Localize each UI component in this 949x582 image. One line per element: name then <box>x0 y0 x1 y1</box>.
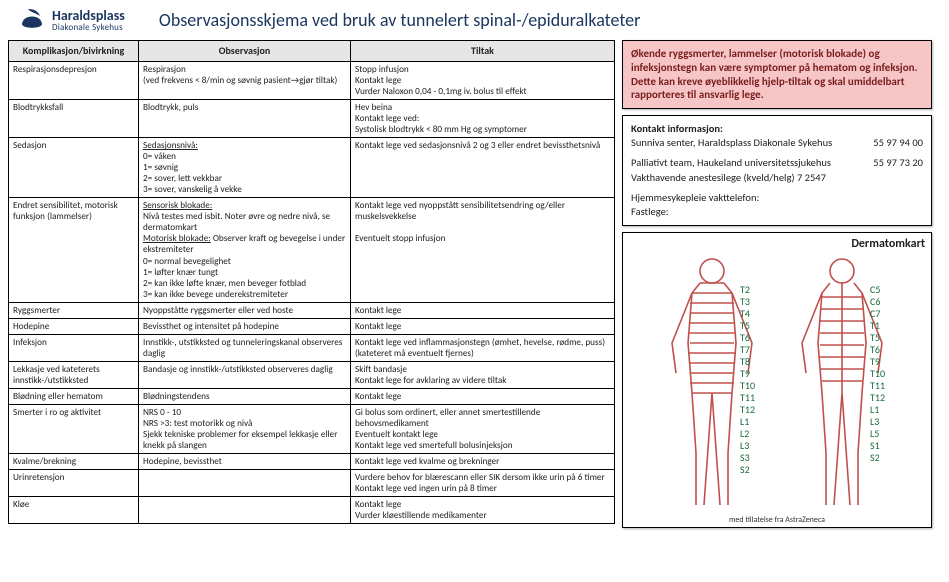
cell-action: Kontakt lege ved sedasjonsnivå 2 og 3 el… <box>351 138 615 198</box>
contact-line: Sunniva senter, Haraldsplass Diakonale S… <box>631 136 923 150</box>
cell-complication: Hodepine <box>9 318 139 334</box>
left-column: Komplikasjon/bivirkning Observasjon Tilt… <box>8 40 614 528</box>
dermatome-title: Dermatomkart <box>629 237 925 251</box>
cell-observation: Sensorisk blokade:Nivå testes med isbit.… <box>139 198 351 302</box>
body-front-icon: T2T3T4T5T6T7T8T9T10T11T12L1L2L3S3S2 <box>652 253 772 513</box>
logo: Haraldsplass Diakonale Sykehus <box>18 6 125 34</box>
cell-action: Vurdere behov for blærescann eller SIK d… <box>351 470 615 497</box>
svg-text:S2: S2 <box>870 451 880 464</box>
dermatome-credit: med tillatelse fra AstraZeneca <box>629 515 925 525</box>
body-back-icon: C5C6C7T1T5T6T9T10T11T12L1L3L5S1S2 <box>782 253 902 513</box>
cell-action: Kontakt lege ved kvalme og brekninger <box>351 453 615 469</box>
page-title: Observasjonsskjema ved bruk av tunnelert… <box>159 9 641 31</box>
content: Komplikasjon/bivirkning Observasjon Tilt… <box>8 40 941 528</box>
cell-action: Gi bolus som ordinert, eller annet smert… <box>351 404 615 453</box>
cell-complication: Endret sensibilitet, motorisk funksjon (… <box>9 198 139 302</box>
logo-text: Haraldsplass Diakonale Sykehus <box>52 9 125 32</box>
cell-observation <box>139 470 351 497</box>
cell-action: Hev beinaKontakt lege ved:Systolisk blod… <box>351 100 615 138</box>
logo-line2: Diakonale Sykehus <box>52 23 125 32</box>
cell-observation: Sedasjonsnivå:0= våken1= søvnig2= sover,… <box>139 138 351 198</box>
cell-complication: Blodtrykksfall <box>9 100 139 138</box>
table-row: RyggsmerterNyoppståtte ryggsmerter eller… <box>9 302 615 318</box>
cell-complication: Smerter i ro og aktivitet <box>9 404 139 453</box>
contact-line: Palliativt team, Haukeland universitetss… <box>631 156 923 170</box>
cell-complication: Kvalme/brekning <box>9 453 139 469</box>
contact-label: Hjemmesykepleie vakttelefon: <box>631 191 759 205</box>
contact-label: Vakthavende anestesilege (kveld/helg) 7 … <box>631 171 826 185</box>
cell-complication: Sedasjon <box>9 138 139 198</box>
cell-observation: Bandasje og innstikk-/utstikksted observ… <box>139 361 351 388</box>
table-row: Lekkasje ved kateterets innstikk-/utstik… <box>9 361 615 388</box>
table-row: Endret sensibilitet, motorisk funksjon (… <box>9 198 615 302</box>
table-row: Kløe Kontakt legeVurder kløestillende med… <box>9 497 615 524</box>
observation-table: Komplikasjon/bivirkning Observasjon Tilt… <box>8 40 615 524</box>
cell-complication: Ryggsmerter <box>9 302 139 318</box>
logo-line1: Haraldsplass <box>52 9 125 23</box>
table-body: RespirasjonsdepresjonRespirasjon(ved fre… <box>9 62 615 524</box>
table-row: Urinretensjon Vurdere behov for blærescan… <box>9 470 615 497</box>
th-complication: Komplikasjon/bivirkning <box>9 41 139 62</box>
cell-complication: Respirasjonsdepresjon <box>9 62 139 100</box>
table-row: SedasjonSedasjonsnivå:0= våken1= søvnig2… <box>9 138 615 198</box>
th-observation: Observasjon <box>139 41 351 62</box>
cell-action: Kontakt lege <box>351 318 615 334</box>
cell-complication: Blødning eller hematom <box>9 388 139 404</box>
cell-action: Kontakt lege ved nyoppstått sensibilitet… <box>351 198 615 302</box>
contact-box: Kontakt informasjon: Sunniva senter, Har… <box>622 115 932 226</box>
dermatome-box: Dermatomkart T2T3T4T5T6T7T8T9T10T11T12 <box>622 232 932 528</box>
logo-mark-icon <box>18 6 46 34</box>
cell-observation: Respirasjon(ved frekvens < 8/min og søvn… <box>139 62 351 100</box>
contact-label: Fastlege: <box>631 205 669 219</box>
cell-observation: Hodepine, bevissthet <box>139 453 351 469</box>
cell-complication: Lekkasje ved kateterets innstikk-/utstik… <box>9 361 139 388</box>
contact-line: Vakthavende anestesilege (kveld/helg) 7 … <box>631 171 923 185</box>
cell-observation <box>139 497 351 524</box>
cell-action: Kontakt legeVurder kløestillende medikam… <box>351 497 615 524</box>
contact-phone: 55 97 94 00 <box>873 136 923 150</box>
table-header-row: Komplikasjon/bivirkning Observasjon Tilt… <box>9 41 615 62</box>
cell-action: Stopp infusjonKontakt legeVurder Naloxon… <box>351 62 615 100</box>
table-row: Blødning eller hematomBlødningstendensKo… <box>9 388 615 404</box>
cell-action: Kontakt lege <box>351 388 615 404</box>
table-row: InfeksjonInnstikk-, utstikksted og tunne… <box>9 334 615 361</box>
cell-complication: Kløe <box>9 497 139 524</box>
table-row: RespirasjonsdepresjonRespirasjon(ved fre… <box>9 62 615 100</box>
cell-action: Skift bandasjeKontakt lege for avklaring… <box>351 361 615 388</box>
table-row: BlodtrykksfallBlodtrykk, pulsHev beinaKo… <box>9 100 615 138</box>
contact-phone: 55 97 73 20 <box>873 156 923 170</box>
contact-heading: Kontakt informasjon: <box>631 122 923 136</box>
contact-line: Fastlege: <box>631 205 923 219</box>
cell-observation: NRS 0 - 10NRS >3: test motorikk og nivåS… <box>139 404 351 453</box>
contact-line: Hjemmesykepleie vakttelefon: <box>631 191 923 205</box>
cell-action: Kontakt lege ved inflammasjonstegn (ømhe… <box>351 334 615 361</box>
right-column: Økende ryggsmerter, lammelser (motorisk … <box>622 40 932 528</box>
cell-action: Kontakt lege <box>351 302 615 318</box>
warning-box: Økende ryggsmerter, lammelser (motorisk … <box>622 40 932 109</box>
table-row: HodepineBevissthet og intensitet på hode… <box>9 318 615 334</box>
contact-label: Sunniva senter, Haraldsplass Diakonale S… <box>631 136 832 150</box>
dermatome-body: T2T3T4T5T6T7T8T9T10T11T12L1L2L3S3S2 <box>629 253 925 513</box>
cell-complication: Urinretensjon <box>9 470 139 497</box>
cell-observation: Nyoppståtte ryggsmerter eller ved hoste <box>139 302 351 318</box>
th-action: Tiltak <box>351 41 615 62</box>
cell-observation: Blødningstendens <box>139 388 351 404</box>
table-row: Kvalme/brekningHodepine, bevissthetKonta… <box>9 453 615 469</box>
cell-observation: Blodtrykk, puls <box>139 100 351 138</box>
page: Haraldsplass Diakonale Sykehus Observasj… <box>0 0 949 582</box>
header: Haraldsplass Diakonale Sykehus Observasj… <box>8 6 941 34</box>
table-row: Smerter i ro og aktivitetNRS 0 - 10NRS >… <box>9 404 615 453</box>
contact-label: Palliativt team, Haukeland universitetss… <box>631 156 831 170</box>
cell-observation: Bevissthet og intensitet på hodepine <box>139 318 351 334</box>
contact-lines: Sunniva senter, Haraldsplass Diakonale S… <box>631 136 923 219</box>
svg-text:S2: S2 <box>740 463 750 476</box>
cell-complication: Infeksjon <box>9 334 139 361</box>
cell-observation: Innstikk-, utstikksted og tunneleringska… <box>139 334 351 361</box>
